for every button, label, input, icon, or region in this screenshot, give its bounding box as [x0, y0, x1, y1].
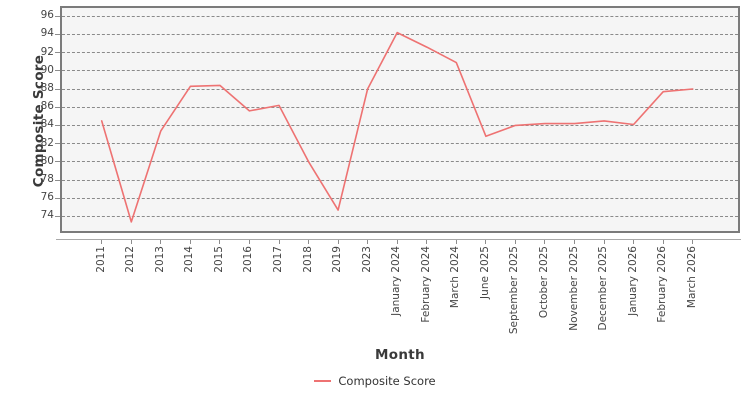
gridline: [62, 161, 738, 163]
y-tick: [55, 52, 60, 54]
y-tick-label: 88: [40, 82, 54, 94]
y-tick: [55, 124, 60, 126]
x-tick-label: February 2024: [419, 246, 432, 323]
x-tick-label: 2011: [94, 246, 107, 273]
x-tick: [160, 240, 162, 244]
gridline: [62, 88, 738, 90]
x-tick: [130, 240, 132, 244]
gridline: [62, 143, 738, 145]
x-tick-label: February 2026: [656, 246, 669, 323]
legend-label: Composite Score: [338, 374, 436, 388]
legend-line-swatch: [314, 380, 332, 382]
y-tick: [55, 197, 60, 199]
y-tick-label: 84: [40, 118, 54, 131]
x-tick-label: November 2025: [567, 246, 580, 331]
y-tick-label: 90: [40, 63, 54, 76]
x-axis-title: Month: [375, 347, 425, 363]
series-line: [100, 31, 694, 223]
y-tick-label: 92: [40, 45, 54, 58]
gridline: [62, 15, 738, 17]
y-tick-label: 86: [40, 100, 54, 113]
y-tick: [55, 215, 60, 217]
x-tick: [189, 240, 191, 244]
x-tick-label: September 2025: [508, 246, 521, 335]
x-tick: [396, 240, 398, 244]
x-tick: [101, 240, 103, 244]
y-tick: [55, 88, 60, 90]
gridline: [62, 106, 738, 108]
y-tick-label: 80: [40, 154, 54, 167]
y-tick-label: 74: [40, 209, 54, 222]
x-tick-label: 2018: [301, 246, 314, 273]
y-tick: [55, 143, 60, 145]
y-tick-label: 96: [40, 9, 54, 22]
gridline: [62, 197, 738, 199]
x-tick-label: March 2024: [449, 246, 462, 309]
x-tick-label: June 2025: [478, 246, 491, 299]
x-tick-label: 2013: [153, 246, 166, 273]
x-tick: [367, 240, 369, 244]
x-tick-label: 2017: [272, 246, 284, 273]
gridline: [62, 52, 738, 54]
x-tick: [337, 240, 339, 244]
y-tick-label: 82: [40, 136, 54, 149]
x-tick-label: December 2025: [597, 246, 610, 331]
gridline: [62, 124, 738, 126]
x-tick: [485, 240, 487, 244]
y-tick: [55, 70, 60, 72]
x-tick: [426, 240, 428, 244]
y-tick: [55, 179, 60, 181]
x-tick: [514, 240, 516, 244]
x-tick-label: 2023: [360, 246, 373, 273]
x-tick-label: January 2024: [390, 246, 403, 316]
x-tick: [544, 240, 546, 244]
gridline: [62, 215, 738, 217]
x-tick-label: 2012: [124, 246, 137, 273]
x-tick: [603, 240, 605, 244]
x-tick: [248, 240, 250, 244]
y-tick: [55, 15, 60, 17]
x-tick: [692, 240, 694, 244]
x-tick: [574, 240, 575, 244]
composite-score-line: [100, 31, 694, 223]
x-tick-label: 2016: [242, 246, 255, 273]
x-axis-line: [56, 239, 741, 240]
legend: Composite Score: [0, 374, 750, 388]
x-tick-label: March 2026: [685, 246, 698, 309]
y-tick-label: 78: [40, 173, 54, 186]
x-tick-label: 2014: [183, 246, 196, 273]
x-tick-label: 2019: [331, 246, 344, 273]
x-tick-label: January 2026: [626, 246, 639, 316]
x-tick-label: 2015: [212, 246, 225, 273]
x-tick: [633, 240, 635, 244]
y-tick: [55, 106, 60, 108]
y-tick-label: 76: [40, 191, 54, 204]
x-tick: [308, 240, 310, 244]
x-tick: [455, 240, 457, 244]
gridline: [62, 70, 738, 72]
x-tick: [662, 240, 664, 244]
y-tick-label: 94: [40, 27, 54, 40]
y-tick: [55, 161, 60, 163]
plot-area: [60, 6, 740, 233]
x-tick: [219, 240, 221, 244]
y-tick: [55, 33, 60, 35]
x-tick: [278, 240, 280, 244]
gridline: [62, 179, 738, 181]
x-tick-label: October 2025: [537, 246, 550, 319]
